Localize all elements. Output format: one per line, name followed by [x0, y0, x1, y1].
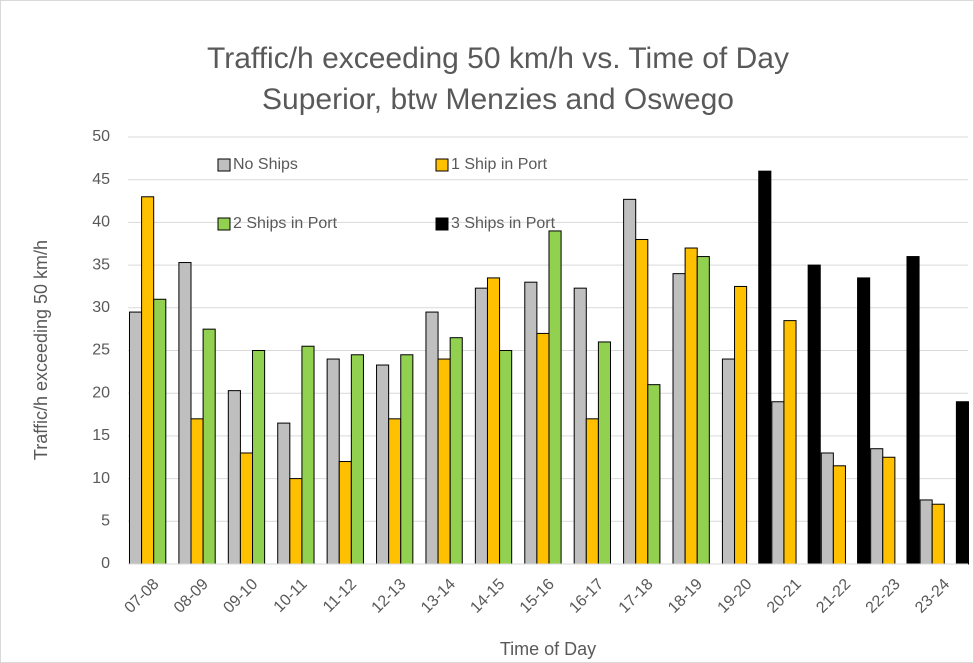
y-axis-label: Traffic/h exceeding 50 km/h	[31, 240, 51, 460]
bar	[771, 401, 785, 565]
bar	[141, 196, 155, 565]
bar	[931, 503, 945, 565]
bar	[425, 311, 439, 565]
y-tick-label: 25	[92, 342, 110, 359]
bar	[832, 465, 846, 565]
bar	[326, 358, 340, 565]
legend-label: No Ships	[233, 156, 298, 173]
legend-label: 2 Ships in Port	[233, 215, 338, 232]
bar	[536, 332, 550, 565]
legend-swatch	[435, 217, 449, 231]
bar	[647, 384, 661, 565]
bar	[807, 264, 821, 565]
legend-label: 1 Ship in Port	[451, 156, 548, 173]
legend-label: 3 Ships in Port	[451, 215, 556, 232]
bar	[474, 287, 488, 565]
bar	[684, 247, 698, 565]
y-tick-label: 35	[92, 256, 110, 273]
bar	[301, 345, 315, 565]
bar	[400, 354, 414, 565]
legend-swatch	[217, 158, 231, 172]
bar	[524, 281, 538, 565]
chart-title: Traffic/h exceeding 50 km/h vs. Time of …	[207, 42, 789, 75]
y-tick-label: 40	[92, 214, 110, 231]
bar	[597, 341, 612, 565]
bar	[672, 273, 686, 565]
bar	[350, 354, 364, 565]
y-tick-label: 50	[92, 128, 110, 145]
bar	[783, 320, 797, 565]
bar	[239, 452, 254, 565]
y-tick-label: 45	[92, 171, 110, 188]
bar	[190, 418, 204, 565]
bar	[153, 298, 167, 565]
y-tick-label: 5	[101, 513, 110, 530]
bar	[857, 277, 871, 565]
bar	[178, 262, 192, 565]
bar	[758, 170, 772, 565]
bar	[289, 478, 303, 565]
bar	[635, 238, 649, 565]
bar	[388, 418, 402, 565]
bar	[870, 448, 884, 565]
bar	[252, 350, 266, 565]
bar	[906, 256, 920, 565]
y-tick-label: 0	[101, 555, 110, 572]
y-tick-label: 10	[92, 470, 110, 487]
legend-swatch	[217, 217, 231, 231]
chart-subtitle: Superior, btw Menzies and Oswego	[262, 83, 734, 116]
y-tick-label: 30	[92, 299, 110, 316]
bar	[202, 328, 216, 565]
bar	[573, 287, 587, 565]
bar	[955, 401, 969, 565]
bar	[721, 358, 736, 565]
y-tick-label: 15	[92, 427, 110, 444]
bar	[128, 311, 143, 565]
bar	[227, 390, 241, 565]
y-tick-label: 20	[92, 384, 110, 401]
bar	[277, 422, 291, 565]
bar	[437, 358, 451, 565]
bar	[548, 230, 562, 565]
x-axis-label: Time of Day	[500, 639, 596, 659]
bar	[449, 337, 463, 565]
bar	[499, 350, 513, 565]
bar	[376, 364, 390, 565]
bar	[820, 452, 834, 565]
legend-swatch	[435, 158, 449, 172]
bar	[486, 277, 501, 565]
bar	[623, 198, 637, 565]
bar	[734, 285, 748, 565]
bar	[338, 461, 352, 565]
bar	[696, 256, 710, 565]
bar	[882, 456, 896, 565]
bar	[585, 418, 599, 565]
bar	[919, 499, 933, 565]
